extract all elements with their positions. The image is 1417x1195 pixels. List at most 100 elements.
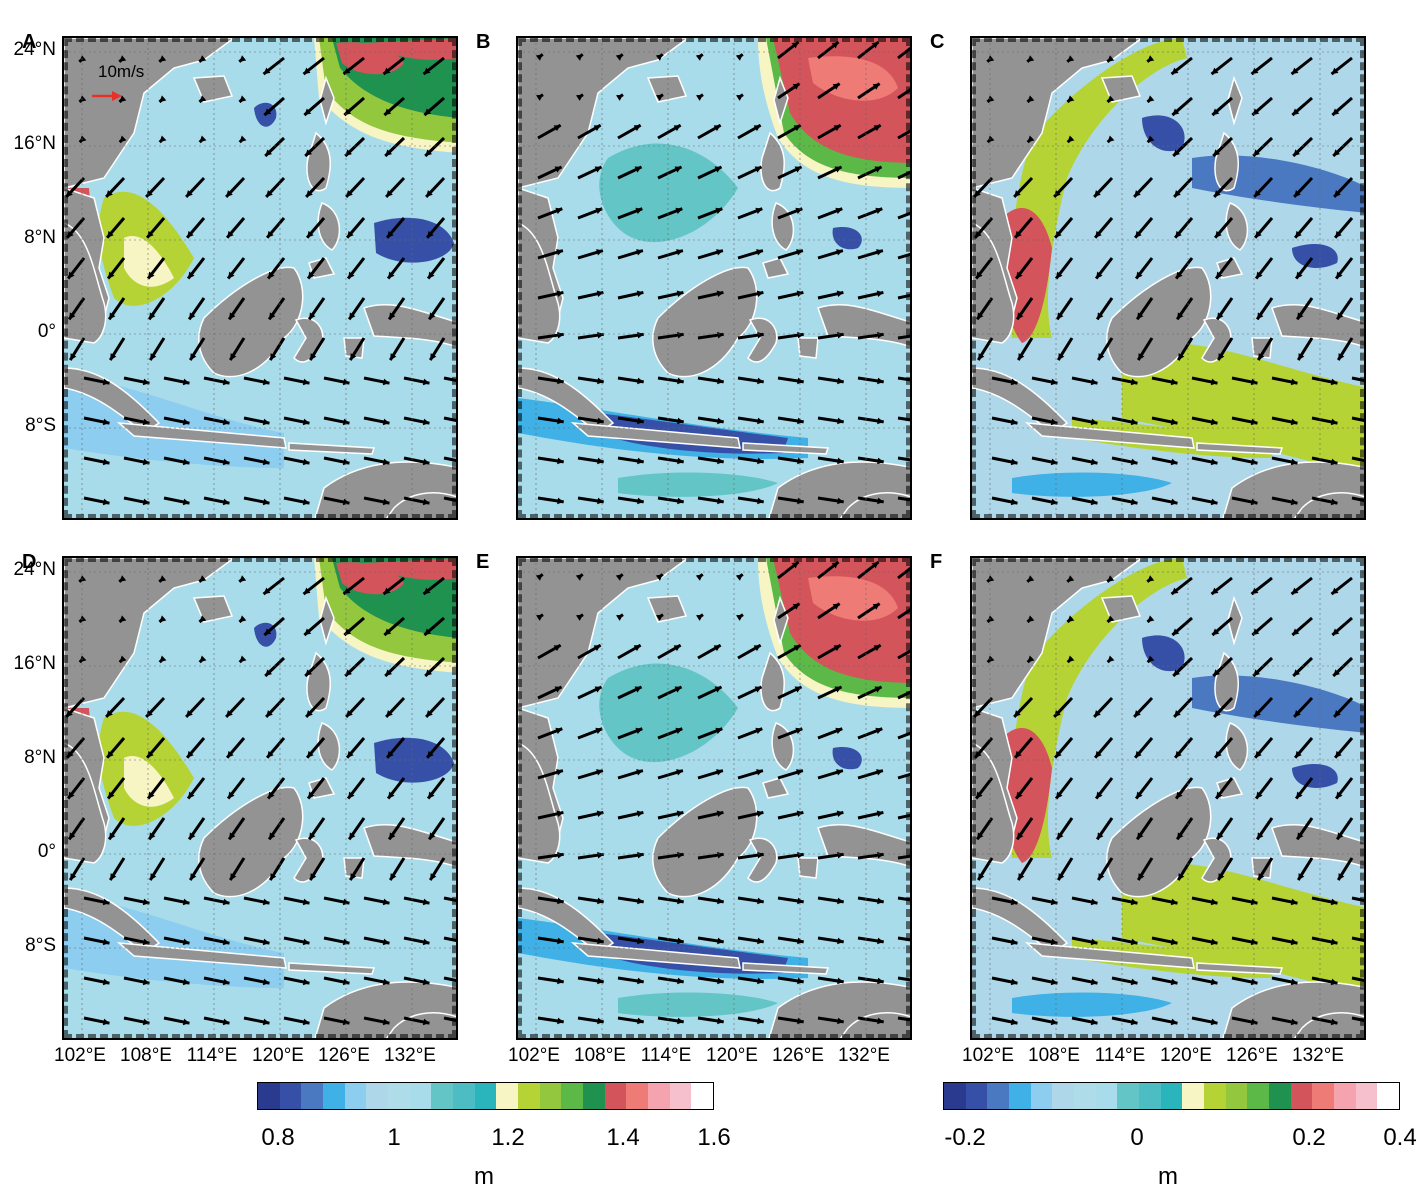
wind-arrow-head	[717, 331, 724, 339]
colorbar-swatch	[1160, 1083, 1183, 1109]
wind-arrow-head	[426, 710, 433, 717]
wind-arrow-head	[1210, 938, 1218, 946]
wind-arrow-head	[1290, 378, 1298, 386]
wind-arrow-head	[387, 230, 394, 238]
wind-arrow-head	[797, 851, 804, 859]
lon-tick-label: 114°E	[640, 1045, 692, 1066]
wind-arrow-head	[716, 810, 724, 818]
wind-arrow	[1351, 976, 1364, 982]
wind-arrow-head	[1250, 978, 1258, 986]
wind-arrow-head	[634, 686, 642, 693]
wind-arrow-head	[1130, 498, 1138, 506]
wind-arrow-head	[309, 312, 316, 320]
colorbar-swatch	[1225, 1083, 1248, 1109]
wind-arrow-head	[757, 937, 764, 945]
wind-arrow-head	[597, 937, 604, 945]
wind-arrow-head	[656, 614, 663, 621]
wind-arrow	[1351, 456, 1364, 462]
wind-arrow-head	[677, 1017, 684, 1025]
land-mass	[317, 202, 341, 251]
wind-arrow-head	[797, 897, 804, 905]
map-panel-f	[970, 556, 1366, 1040]
land-mass	[797, 857, 819, 879]
wind-arrow-head	[876, 810, 884, 818]
wind-arrow-head	[119, 575, 127, 582]
wind-arrow-head	[349, 832, 356, 840]
wind-arrow-head	[1014, 190, 1021, 197]
panel-label: C	[930, 31, 945, 53]
wind-arrow-head	[1338, 873, 1345, 881]
wind-arrow	[897, 936, 910, 942]
wind-arrow-head	[754, 686, 762, 693]
wind-arrow-head	[69, 312, 76, 320]
wind-arrow-head	[597, 377, 604, 385]
wind-arrow-head	[222, 378, 230, 386]
wind-arrow-head	[159, 615, 167, 622]
wind-arrow-head	[673, 125, 681, 132]
wind-arrow-head	[310, 873, 317, 881]
wind-arrow-head	[676, 810, 684, 818]
wind-arrow-head	[67, 230, 74, 238]
wind-arrow-head	[1212, 628, 1220, 636]
wind-arrow-head	[1218, 873, 1225, 881]
wind-arrow-head	[836, 249, 843, 256]
wind-arrow-head	[102, 938, 110, 946]
wind-arrow-head	[1251, 587, 1259, 595]
wind-arrow-head	[1067, 55, 1075, 62]
wind-arrow-head	[556, 769, 563, 776]
wind-arrow-head	[199, 55, 207, 62]
wind-arrow-head	[836, 769, 843, 776]
wind-arrow-head	[302, 1018, 310, 1026]
wind-arrow-head	[263, 67, 271, 75]
wind-arrow	[897, 456, 910, 462]
wind-arrow	[443, 376, 456, 382]
wind-arrow-head	[1135, 750, 1142, 758]
wind-arrow-head	[1130, 458, 1138, 466]
land-mass	[192, 75, 234, 103]
wind-arrow-head	[1130, 418, 1138, 426]
lon-tick-label: 132°E	[384, 1045, 436, 1066]
wind-arrow-head	[837, 897, 844, 905]
wind-arrow-head	[228, 271, 235, 279]
wind-arrow-head	[736, 94, 743, 101]
contour-patch	[832, 747, 862, 770]
wind-arrow-head	[837, 497, 844, 505]
wind-arrow	[897, 211, 910, 220]
wind-arrow-head	[306, 190, 313, 197]
wind-arrow-head	[633, 645, 641, 652]
wind-arrow-head	[837, 1017, 844, 1025]
wind-arrow-head	[1058, 873, 1065, 881]
wind-arrow-head	[1067, 615, 1075, 622]
wind-arrow-head	[302, 938, 310, 946]
wind-arrow-head	[1294, 190, 1301, 197]
wind-arrow-head	[877, 851, 884, 859]
map-canvas	[518, 38, 910, 518]
wind-arrow-head	[1134, 190, 1141, 197]
contour-patch	[1012, 992, 1172, 1017]
wind-arrow-head	[1107, 655, 1115, 663]
colorbar-tick-label: -0.2	[944, 1124, 986, 1151]
wind-arrow-head	[677, 377, 684, 385]
contour-patch	[1292, 763, 1338, 788]
wind-arrow-head	[342, 1018, 350, 1026]
colorbar-tick-label: 1	[387, 1124, 401, 1151]
wind-arrow-head	[836, 290, 844, 298]
wind-arrow-head	[836, 810, 844, 818]
wind-arrow-head	[797, 457, 804, 465]
wind-arrow-head	[304, 628, 312, 636]
map-canvas	[972, 38, 1364, 518]
wind-arrow-head	[303, 587, 311, 595]
wind-arrow-head	[1290, 458, 1298, 466]
colorbar-swatch	[1269, 1083, 1291, 1109]
wind-arrow-head	[108, 271, 115, 279]
wind-arrow-head	[797, 377, 804, 385]
wind-arrow	[897, 566, 910, 580]
wind-arrow-head	[834, 686, 842, 693]
wind-arrow-head	[1290, 898, 1298, 906]
wind-arrow-head	[384, 628, 392, 636]
wind-arrow-head	[755, 207, 763, 215]
wind-arrow-head	[430, 873, 437, 881]
wind-arrow-head	[1017, 312, 1024, 320]
wind-arrow-head	[182, 1018, 190, 1026]
wind-arrow-head	[1137, 832, 1144, 840]
